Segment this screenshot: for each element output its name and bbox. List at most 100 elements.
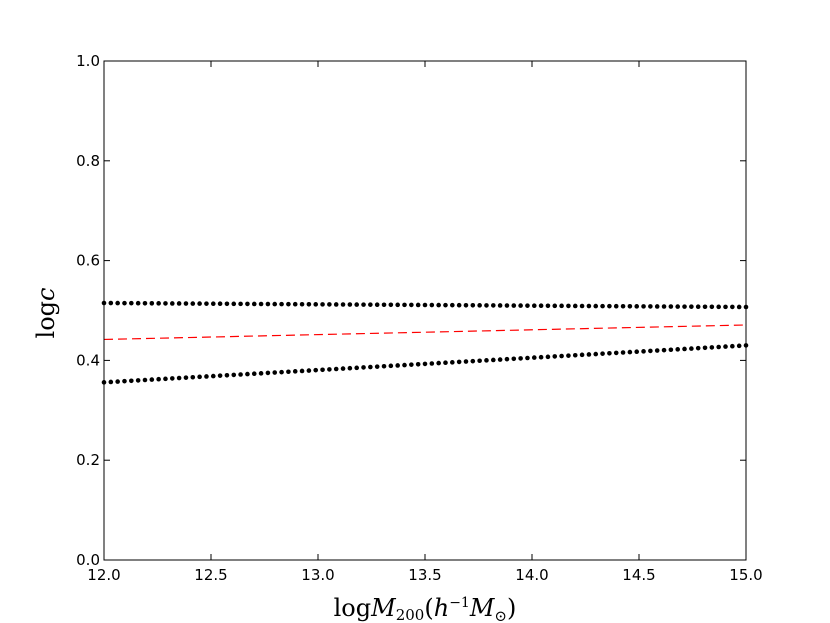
series-2-point [388, 363, 394, 369]
series-2-point [730, 343, 735, 349]
series-0-point [129, 300, 134, 306]
x-axis-label: logM200(h−1M⊙) [334, 594, 517, 623]
series-2-point [586, 352, 592, 357]
series-2-point [299, 368, 305, 374]
x-tick-label: 15.0 [729, 566, 762, 584]
series-0-point [579, 303, 585, 309]
series-2-point [572, 352, 578, 358]
series-2-point [566, 353, 571, 358]
series-2-point [682, 346, 687, 352]
series-2-point [340, 366, 346, 371]
series-2-point [292, 369, 298, 374]
series-2-point [490, 357, 496, 363]
series-2-point [531, 355, 537, 360]
series-2-point [320, 367, 325, 373]
series-2-point [210, 373, 216, 379]
series-0-point [224, 301, 230, 307]
series-0-point [613, 303, 619, 309]
series-2-point [689, 346, 694, 351]
series-2-point [183, 375, 189, 380]
series-0-point [511, 303, 517, 308]
series-0-point [374, 302, 380, 308]
y-tick-label: 0.4 [76, 351, 100, 369]
series-0-point [265, 301, 271, 307]
series-0-point [163, 301, 168, 306]
series-0-point [716, 304, 721, 310]
series-0-point [272, 301, 278, 307]
series-2-point [443, 360, 448, 366]
series-0-point [620, 303, 626, 309]
series-2-point [593, 351, 599, 357]
series-2-point [695, 345, 701, 351]
series-2-point [422, 361, 428, 367]
series-0-point [545, 303, 551, 309]
series-0-point [292, 301, 298, 307]
series-0-point [197, 301, 202, 306]
series-0-point [251, 301, 257, 307]
series-0-point [327, 302, 332, 307]
series-2 [101, 343, 749, 385]
series-0-point [320, 302, 325, 307]
series-2-point [661, 347, 667, 353]
series-2-point [245, 371, 250, 377]
series-0-point [668, 304, 674, 309]
series-0-point [210, 301, 216, 306]
series-0-point [395, 302, 400, 308]
series-2-point [169, 376, 175, 381]
series-2-point [402, 362, 407, 368]
series-0-point [204, 301, 209, 306]
series-2-point [450, 360, 455, 365]
series-2-point [484, 358, 489, 363]
series-2-point [600, 351, 605, 356]
series-1 [103, 324, 747, 341]
series-2-point [258, 371, 264, 376]
series-2-point [470, 358, 476, 364]
series-0-point [641, 304, 646, 309]
series-0-point [176, 301, 182, 306]
series-2-point [135, 378, 141, 383]
x-tick-label: 14.5 [622, 566, 655, 584]
series-2-point [122, 378, 127, 384]
series-2-point [463, 359, 469, 364]
series-2-point [477, 358, 482, 364]
series-2-point [368, 364, 373, 370]
series-0-point [593, 303, 599, 309]
series-2-point [627, 349, 633, 355]
series-0-point [736, 304, 742, 310]
series-2-point [538, 354, 544, 360]
series-0-point [504, 303, 510, 308]
series-2-point [648, 348, 653, 354]
series-0-point [402, 302, 407, 308]
series-2-point [641, 349, 646, 354]
series-0-point [354, 302, 360, 307]
series-2-point [306, 368, 312, 373]
series-2-point [525, 355, 530, 361]
series-0-point [702, 304, 708, 310]
series-0-point [695, 304, 701, 310]
series-0-point [217, 301, 223, 307]
series-2-point [620, 350, 626, 355]
series-0-point [450, 302, 455, 308]
series-2-point [163, 376, 168, 382]
series-2-point [224, 372, 230, 378]
series-0-point [258, 301, 264, 307]
series-2-point [716, 344, 721, 350]
series-0-point [156, 301, 161, 306]
series-2-point [736, 343, 742, 349]
series-0-point [661, 304, 667, 309]
series-0-point [531, 303, 537, 308]
series-2-point [265, 370, 271, 376]
series-0-point [538, 303, 544, 309]
plot-frame [103, 60, 747, 561]
y-tick-label: 0.6 [76, 252, 100, 270]
series-1-line [103, 324, 747, 341]
series-2-point [497, 357, 503, 362]
series-0-point [463, 302, 469, 308]
series-2-point [634, 349, 640, 355]
y-tick-label: 1.0 [76, 52, 100, 70]
series-0-point [422, 302, 428, 308]
series-0-point [723, 304, 728, 310]
series-0-point [245, 301, 250, 307]
series-2-point [197, 374, 202, 380]
